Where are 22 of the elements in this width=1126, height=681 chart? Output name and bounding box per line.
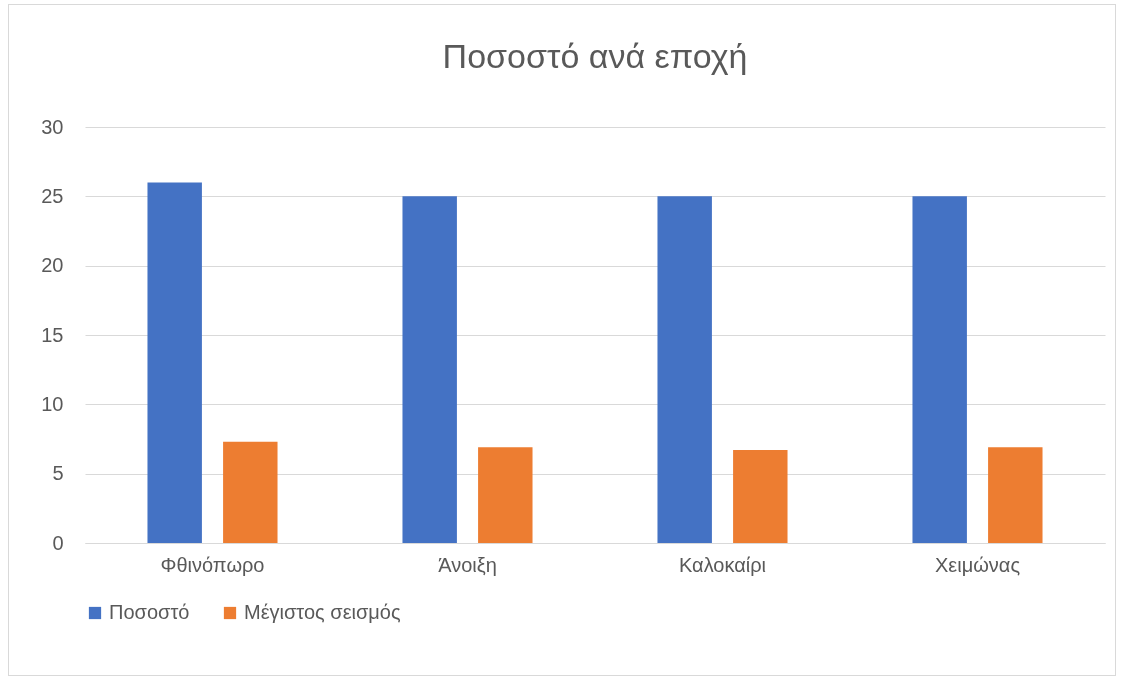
x-tick-label: Χειμώνας [934,553,1021,576]
chart-title: Ποσοστό ανά εποχή [442,37,748,75]
x-tick-label: Καλοκαίρι [678,553,767,576]
y-tick-label: 30 [41,115,64,138]
y-tick-label: 5 [52,462,64,485]
x-tick-label: Φθινόπωρο [160,553,265,576]
y-tick-label: 25 [41,184,64,207]
bar [912,196,967,543]
legend-label: Μέγιστος σεισμός [244,601,401,623]
bar [657,196,712,543]
bar [402,196,457,543]
legend-label: Ποσοστό [109,601,190,623]
bar [988,447,1043,543]
y-tick-label: 10 [41,392,64,415]
bar [478,447,533,543]
bar [147,182,202,543]
bar [733,450,788,543]
bar [223,441,278,543]
y-tick-label: 20 [41,254,64,277]
x-tick-label: Άνοιξη [438,553,497,576]
y-tick-label: 15 [41,323,64,346]
y-tick-label: 0 [52,531,64,554]
